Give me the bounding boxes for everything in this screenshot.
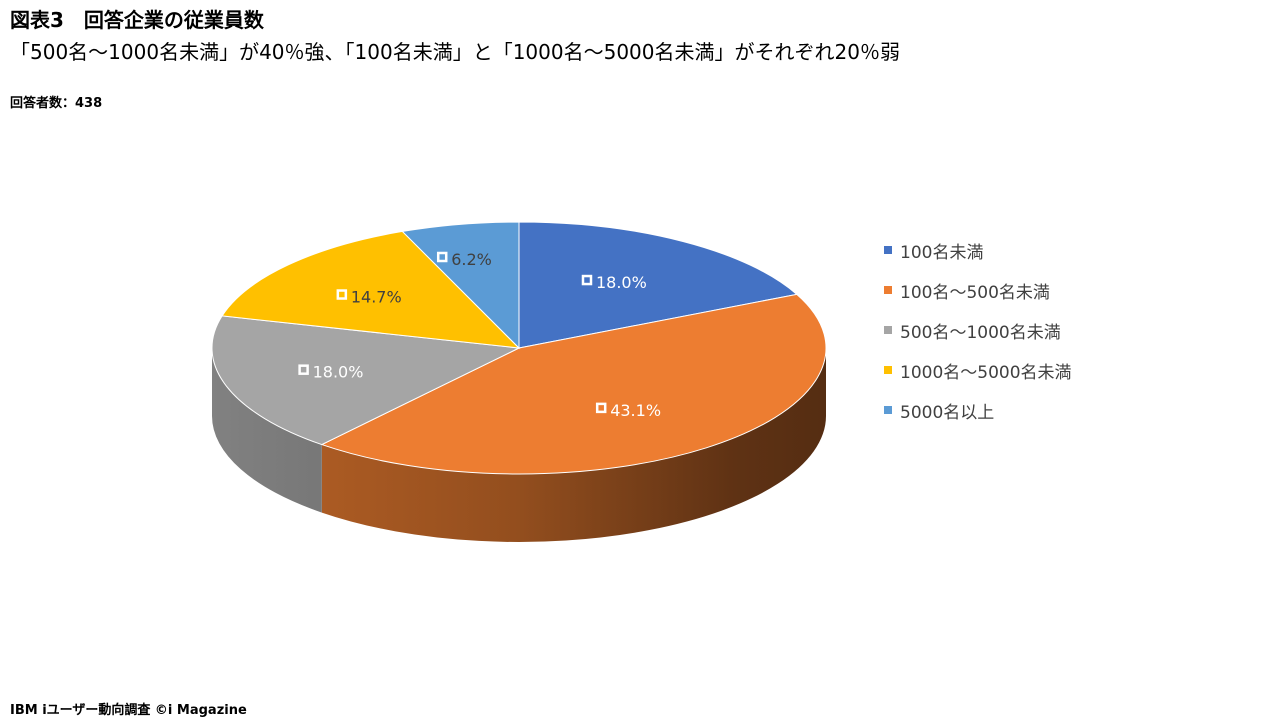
- legend-label: 100名未満: [900, 242, 984, 263]
- legend-swatch: [884, 246, 892, 254]
- slice-2-side: [321, 348, 827, 542]
- data-label-1: 18.0%: [581, 273, 647, 292]
- slice-3-side: [212, 348, 322, 513]
- data-label-text: 14.7%: [351, 288, 402, 307]
- data-label-4: 14.7%: [336, 288, 402, 307]
- data-label-marker: [336, 289, 348, 300]
- legend-swatch: [884, 406, 892, 414]
- slice-2-top: [320, 293, 827, 475]
- legend-label: 500名～1000名未満: [900, 322, 1061, 343]
- data-label-text: 6.2%: [451, 250, 492, 269]
- slice-5-top: [401, 221, 520, 350]
- respondent-count: 回答者数：438: [10, 96, 103, 111]
- data-label-5: 6.2%: [436, 250, 492, 269]
- pie-top-faces: [211, 221, 827, 475]
- data-label-marker: [436, 251, 448, 263]
- legend-label: 100名～500名未満: [900, 282, 1050, 303]
- data-label-text: 18.0%: [313, 363, 364, 382]
- legend-swatch: [884, 366, 892, 374]
- data-label-marker: [581, 274, 593, 286]
- legend-swatch: [884, 326, 892, 334]
- legend-item-3: 500名～1000名未満: [884, 310, 1072, 350]
- legend-label: 5000名以上: [900, 402, 995, 423]
- legend-item-2: 100名～500名未満: [884, 270, 1072, 310]
- data-label-2: 43.1%: [595, 401, 661, 420]
- legend-item-4: 1000名～5000名未満: [884, 350, 1072, 390]
- legend-swatch: [884, 286, 892, 294]
- legend-item-1: 100名未満: [884, 230, 1072, 270]
- data-label-marker: [595, 402, 607, 414]
- slice-3-top: [211, 315, 521, 446]
- legend-label: 1000名～5000名未満: [900, 362, 1072, 383]
- chart-title: 図表3 回答企業の従業員数: [10, 8, 264, 32]
- source-credit: IBM iユーザー動向調査 ©i Magazine: [10, 703, 247, 718]
- legend-item-5: 5000名以上: [884, 390, 1072, 430]
- slice-1-top: [518, 221, 798, 349]
- data-label-marker: [298, 364, 309, 375]
- chart-subtitle: 「500名～1000名未満」が40％強、「100名未満」と「1000名～5000…: [10, 40, 900, 64]
- slice-4-top: [221, 230, 521, 349]
- data-label-text: 18.0%: [596, 273, 647, 292]
- data-label-3: 18.0%: [298, 363, 364, 382]
- data-label-text: 43.1%: [610, 401, 661, 420]
- data-labels: 18.0% 43.1% 18.0% 14.7% 6.2%: [298, 250, 661, 420]
- legend: 100名未満 100名～500名未満 500名～1000名未満 1000名～5000名…: [884, 230, 1072, 430]
- pie-side-walls: [212, 348, 827, 542]
